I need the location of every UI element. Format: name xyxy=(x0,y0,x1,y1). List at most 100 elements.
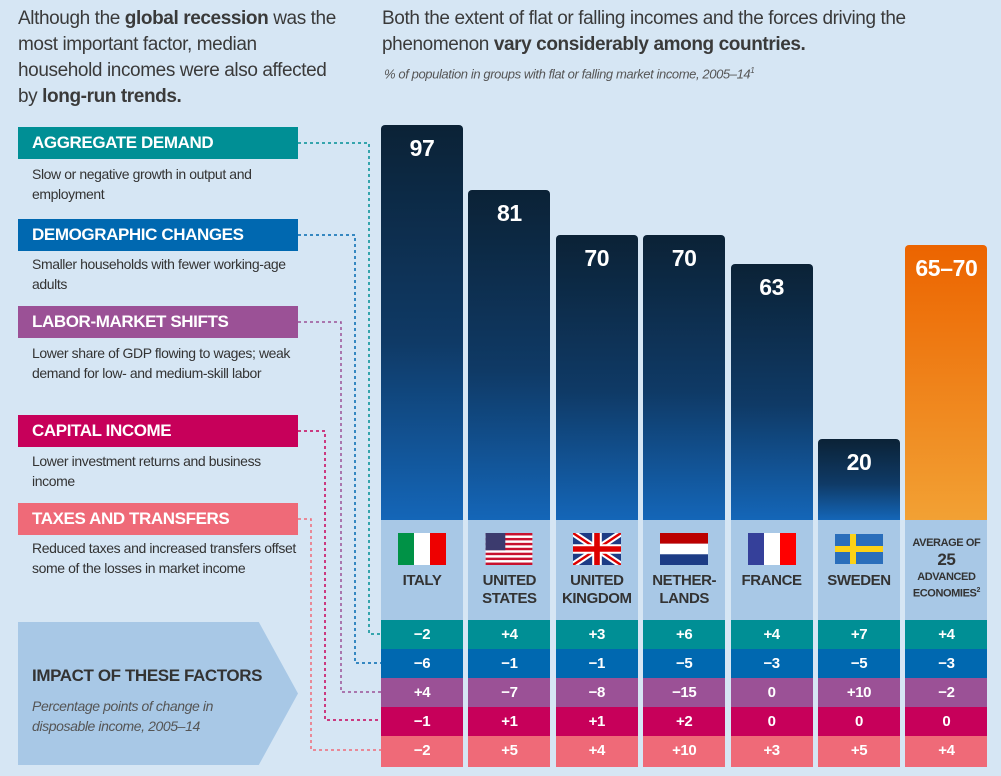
bar: 70 xyxy=(555,235,638,520)
factor-description: Smaller households with fewer working-ag… xyxy=(32,256,286,292)
factor-description: Slow or negative growth in output and em… xyxy=(32,166,252,202)
country-column: 63 FRANCE +4 −3 0 0 +3 xyxy=(730,0,813,767)
headline: Both the extent of flat or falling incom… xyxy=(382,6,982,58)
country-label-box: UNITED STATES xyxy=(468,520,551,620)
bar: 63 xyxy=(730,263,813,520)
country-column: 65–70 AVERAGE OF 25 ADVANCED ECONOMIES2 +4 −3… xyxy=(905,0,988,767)
country-column: 70 NETHER- LANDS +6 −5 −15 +2 +10 xyxy=(643,0,726,767)
country-label-box: NETHER- LANDS xyxy=(643,520,726,620)
bar-value-label: 97 xyxy=(409,135,435,162)
connector-demographic xyxy=(298,234,381,664)
impact-title: IMPACT OF THESE FACTORS xyxy=(32,666,263,685)
netherlands-flag-icon xyxy=(660,533,709,565)
avg-footnote: 2 xyxy=(976,587,980,594)
intro-pre: Although the xyxy=(18,8,125,29)
factor-header: DEMOGRAPHIC CHANGES xyxy=(18,219,298,251)
impact-cell: +6 xyxy=(643,620,726,649)
impact-cell: 0 xyxy=(730,707,813,736)
impact-cell: +4 xyxy=(905,620,988,649)
factor-description: Reduced taxes and increased transfers of… xyxy=(32,540,296,576)
country-name: FRANCE xyxy=(741,572,803,589)
intro-bold-2: long-run trends. xyxy=(42,86,182,107)
avg-line-3: ADVANCED ECONOMIES xyxy=(912,571,977,600)
country-label-box: UNITED KINGDOM xyxy=(555,520,638,620)
impact-cell: −2 xyxy=(905,678,988,707)
impact-cell: +4 xyxy=(905,736,988,767)
impact-cell: +1 xyxy=(468,707,551,736)
uk-flag-icon xyxy=(571,530,623,568)
us-flag-icon xyxy=(485,533,533,565)
avg-line-1: AVERAGE OF xyxy=(912,537,981,549)
country-label-box: AVERAGE OF 25 ADVANCED ECONOMIES2 xyxy=(905,520,988,620)
impact-cell: +7 xyxy=(818,620,900,649)
impact-cell: +10 xyxy=(818,678,900,707)
impact-cell: −2 xyxy=(381,620,463,649)
impact-cell: −5 xyxy=(643,649,726,678)
chart-subtitle: % of population in groups with flat or f… xyxy=(384,66,755,82)
country-name: NETHER- LANDS xyxy=(652,572,717,607)
country-name: ITALY xyxy=(402,572,442,589)
connector-taxes xyxy=(298,518,381,751)
bar: 20 xyxy=(818,438,900,520)
subtitle-text: % of population in groups with flat or f… xyxy=(384,66,751,82)
impact-cell: +5 xyxy=(818,736,900,767)
intro-mid: was the most important factor, median ho… xyxy=(18,8,336,107)
impact-cell: −3 xyxy=(730,649,813,678)
headline-pre: Both the extent of flat or falling incom… xyxy=(382,8,906,55)
bar-value-label: 81 xyxy=(496,200,522,227)
impact-cell: 0 xyxy=(818,707,900,736)
impact-cell: +5 xyxy=(468,736,551,767)
bar: 81 xyxy=(468,190,551,520)
intro-text: Although the global recession was the mo… xyxy=(18,6,338,110)
impact-cell: −5 xyxy=(818,649,900,678)
country-label-box: SWEDEN xyxy=(818,520,900,620)
factor-header: AGGREGATE DEMAND xyxy=(18,127,298,159)
bar-value-label: 70 xyxy=(671,245,697,272)
sweden-flag-icon xyxy=(835,533,883,565)
impact-cell: +10 xyxy=(643,736,726,767)
impact-cell: −3 xyxy=(905,649,988,678)
impact-cell: −6 xyxy=(381,649,463,678)
country-name: UNITED KINGDOM xyxy=(561,572,632,607)
impact-cell: +3 xyxy=(730,736,813,767)
bar-value-label: 63 xyxy=(759,273,784,300)
factor-description: Lower share of GDP flowing to wages; wea… xyxy=(32,345,291,381)
impact-cell: +4 xyxy=(468,620,551,649)
impact-cell: +1 xyxy=(555,707,638,736)
factor-header: LABOR-MARKET SHIFTS xyxy=(18,306,298,338)
country-column: 81 UNITED STATES +4 −1 −7 +1 +5 xyxy=(468,0,551,767)
subtitle-footnote: 1 xyxy=(750,66,755,75)
impact-cell: −1 xyxy=(381,707,463,736)
country-label-box: FRANCE xyxy=(730,520,813,620)
impact-cell: 0 xyxy=(905,707,988,736)
connector-labor xyxy=(298,321,381,693)
impact-cell: −1 xyxy=(468,649,551,678)
country-column: 97 ITALY −2 −6 +4 −1 −2 xyxy=(381,0,463,767)
factor-header: CAPITAL INCOME xyxy=(18,415,298,447)
impact-panel: IMPACT OF THESE FACTORS Percentage point… xyxy=(18,622,298,765)
intro-bold-1: global recession xyxy=(124,8,269,29)
bar: 97 xyxy=(381,125,463,520)
connector-capital xyxy=(298,430,381,721)
france-flag-icon xyxy=(747,533,796,565)
italy-flag-icon xyxy=(398,533,446,565)
impact-cell: −15 xyxy=(643,678,726,707)
bar-value-label: 70 xyxy=(584,245,610,272)
country-column: 70 UNITED KINGDOM +3 −1 −8 +1 +4 xyxy=(555,0,638,767)
headline-bold: vary considerably among countries. xyxy=(493,34,806,55)
impact-cell: +4 xyxy=(730,620,813,649)
country-name: UNITED STATES xyxy=(482,572,537,607)
impact-cell: +4 xyxy=(555,736,638,767)
impact-cell: −1 xyxy=(555,649,638,678)
impact-cell: −7 xyxy=(468,678,551,707)
country-column: 20 SWEDEN +7 −5 +10 0 +5 xyxy=(818,0,900,767)
impact-cell: −8 xyxy=(555,678,638,707)
bar-value-label: 20 xyxy=(846,448,872,475)
impact-cell: +2 xyxy=(643,707,726,736)
bar-value-label: 65–70 xyxy=(915,255,978,282)
country-name: SWEDEN xyxy=(827,572,891,589)
factor-description: Lower investment returns and business in… xyxy=(32,453,261,489)
bar: 65–70 xyxy=(905,245,988,520)
bar: 70 xyxy=(643,235,726,520)
impact-cell: 0 xyxy=(730,678,813,707)
